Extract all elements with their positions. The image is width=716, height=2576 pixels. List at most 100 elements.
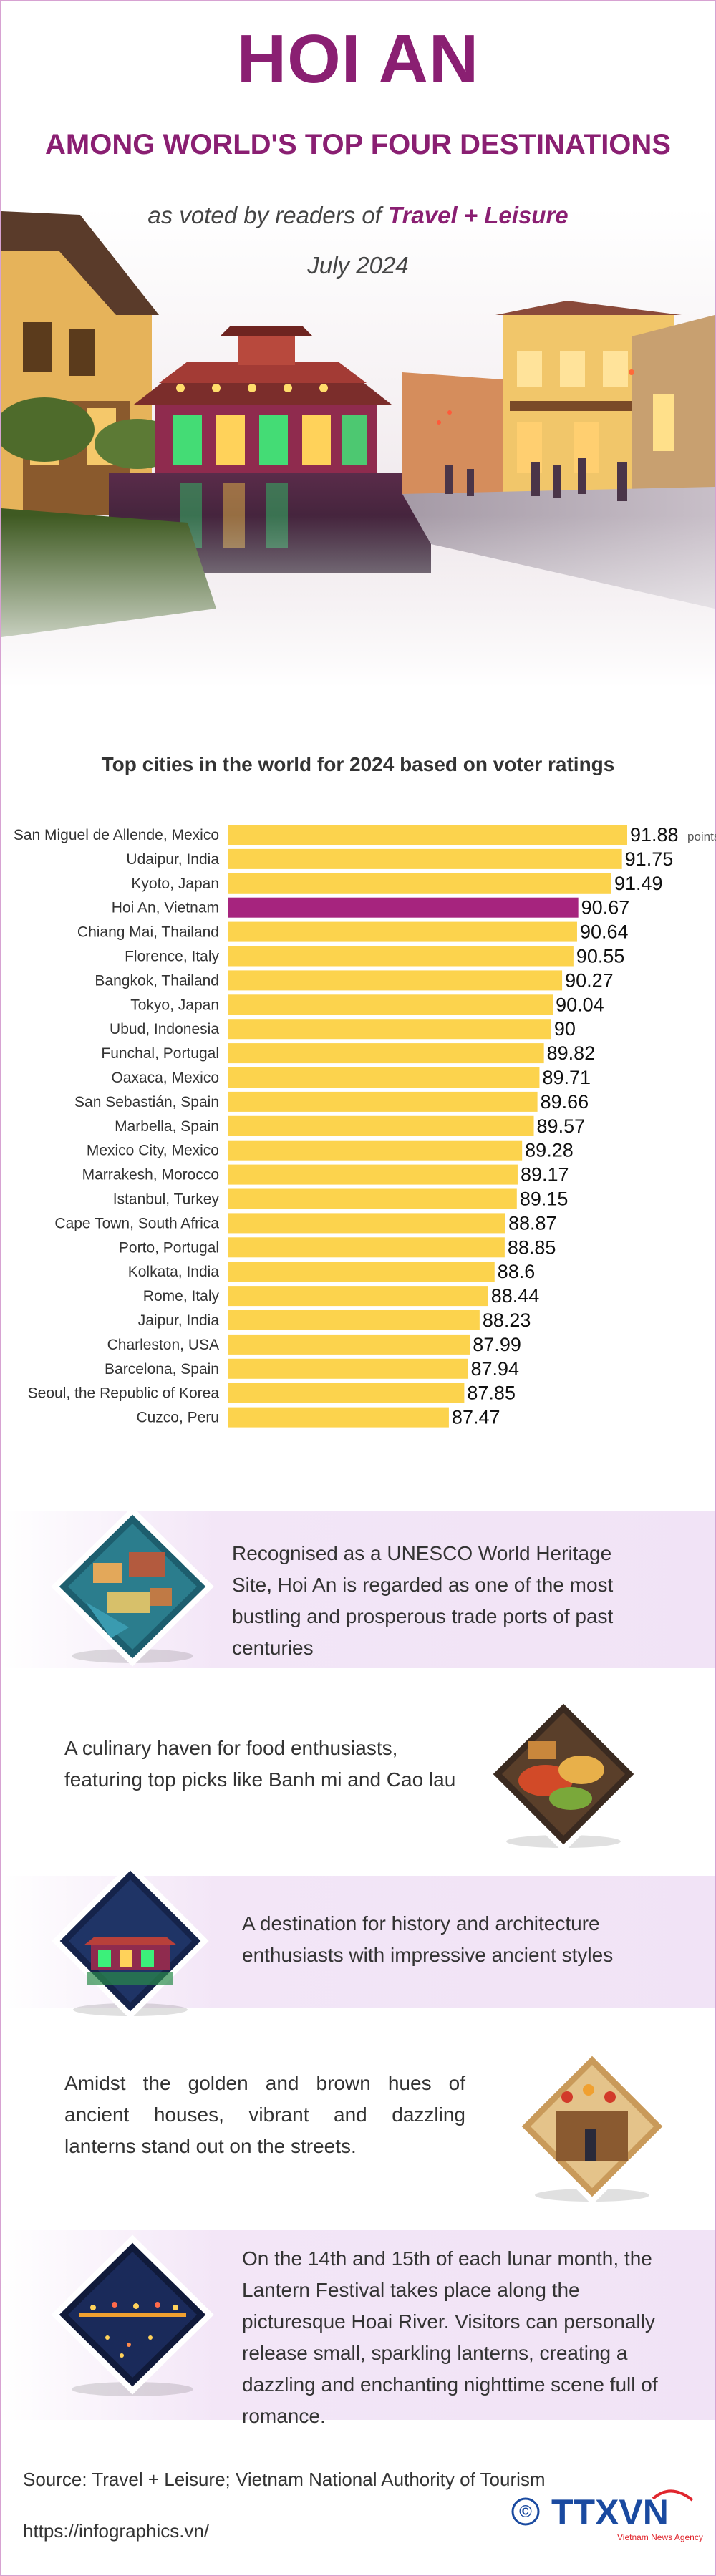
bar-category-label: Porto, Portugal — [119, 1239, 219, 1256]
bar-value-label: 89.28 — [525, 1140, 574, 1161]
bar-category-label: Ubud, Indonesia — [110, 1021, 219, 1037]
feature-lanterns-text: Amidst the golden and brown hues of anci… — [64, 2072, 465, 2157]
website-url[interactable]: https://infographics.vn/ — [23, 2520, 210, 2542]
feature-lanterns: Amidst the golden and brown hues of anci… — [1, 2048, 715, 2205]
bar — [228, 1213, 506, 1234]
bar-value-label: 89.15 — [520, 1188, 569, 1210]
bar — [228, 1383, 465, 1403]
bar-value-label: 89.57 — [537, 1115, 586, 1137]
bar-value-label: 90 — [554, 1018, 576, 1040]
bar-category-label: Funchal, Portugal — [101, 1045, 219, 1062]
bar — [228, 1115, 534, 1136]
bar-value-label: 90.64 — [580, 921, 629, 943]
source-note: Source: Travel + Leisure; Vietnam Nation… — [23, 2469, 546, 2490]
svg-text:Vietnam News Agency: Vietnam News Agency — [617, 2532, 703, 2542]
page-title: HOI AN — [236, 21, 480, 97]
bar — [228, 1237, 505, 1258]
bar — [228, 921, 577, 942]
feature-festival-text: On the 14th and 15th of each lunar month… — [242, 2247, 658, 2427]
bar — [228, 825, 627, 845]
voted-prefix: as voted by readers of — [147, 202, 382, 228]
bar-value-label: 87.47 — [452, 1407, 500, 1428]
bar-value-label: 87.99 — [473, 1334, 521, 1355]
bar-value-label: 89.66 — [541, 1091, 589, 1113]
bar-value-label: 91.88 — [630, 824, 679, 846]
hero-photo — [1, 208, 715, 687]
bar-category-label: Charleston, USA — [107, 1337, 219, 1353]
page-subtitle: AMONG WORLD'S TOP FOUR DESTINATIONS — [45, 129, 671, 160]
feature-architecture: A destination for history and architectu… — [1, 1862, 715, 2020]
bar-value-label: 89.71 — [542, 1067, 591, 1088]
ancient-town-aerial-icon — [51, 1506, 214, 1667]
bar-value-label: 90.04 — [556, 994, 604, 1015]
unit-label: points — [687, 830, 716, 843]
bar-value-label: 89.82 — [547, 1042, 596, 1064]
bar-category-label: Oaxaca, Mexico — [111, 1070, 219, 1086]
feature-festival: On the 14th and 15th of each lunar month… — [1, 2230, 715, 2427]
bar-category-label: Marrakesh, Morocco — [82, 1167, 219, 1183]
feature-heritage: Recognised as a UNESCO World Heritage Si… — [1, 1506, 715, 1668]
bar-category-label: Bangkok, Thailand — [95, 972, 219, 989]
bar — [228, 1164, 518, 1185]
bar-category-label: Tokyo, Japan — [130, 997, 219, 1013]
bar-category-label: Barcelona, Spain — [105, 1361, 219, 1377]
bar — [228, 873, 611, 894]
lantern-street-icon — [513, 2048, 671, 2205]
bar-category-label: San Miguel de Allende, Mexico — [14, 827, 219, 843]
bar-value-label: 87.94 — [470, 1358, 519, 1380]
bar-category-label: Cuzco, Peru — [136, 1410, 219, 1426]
bar-category-label: Istanbul, Turkey — [113, 1191, 220, 1208]
bar — [228, 970, 563, 991]
svg-text:©: © — [519, 2502, 532, 2522]
bar-value-label: 88.44 — [491, 1285, 540, 1307]
bar-category-label: Udaipur, India — [126, 851, 219, 868]
bar — [228, 1140, 523, 1161]
bar — [228, 946, 574, 967]
bar-category-label: Jaipur, India — [138, 1312, 220, 1329]
bar — [228, 1019, 551, 1040]
bar — [228, 994, 553, 1015]
bar-category-label: Chiang Mai, Thailand — [77, 924, 219, 941]
bar-category-label: San Sebastián, Spain — [74, 1094, 219, 1110]
bar-category-label: Mexico City, Mexico — [87, 1143, 219, 1159]
survey-date: July 2024 — [307, 252, 409, 279]
bar — [228, 1262, 495, 1282]
svg-text:TTXVN: TTXVN — [551, 2492, 669, 2532]
bar-category-label: Kolkata, India — [128, 1264, 220, 1280]
bar-value-label: 90.55 — [576, 946, 625, 967]
bridge-icon — [52, 1862, 209, 2020]
bar-category-label: Hoi An, Vietnam — [112, 900, 219, 916]
bar-category-label: Rome, Italy — [143, 1288, 220, 1304]
voted-source: Travel + Leisure — [388, 202, 569, 228]
bar — [228, 1334, 470, 1355]
bar-category-label: Kyoto, Japan — [131, 876, 219, 892]
ttxvn-logo: © TTXVN Vietnam News Agency — [511, 2489, 703, 2542]
bar-value-label: 90.27 — [565, 969, 614, 991]
bar-value-label: 88.87 — [508, 1212, 557, 1234]
bar — [228, 897, 579, 918]
bar-value-label: 90.67 — [581, 897, 630, 919]
bar — [228, 848, 622, 869]
bar-value-label: 91.49 — [614, 873, 663, 894]
voted-line: as voted by readers of Travel + Leisure — [0, 202, 716, 229]
bar-category-label: Marbella, Spain — [115, 1118, 219, 1135]
food-icon — [485, 1695, 642, 1853]
feature-culinary: A culinary haven for food enthusiasts, f… — [1, 1695, 715, 1853]
bar-category-label: Cape Town, South Africa — [54, 1215, 219, 1231]
bar — [228, 1407, 449, 1428]
feature-culinary-text: A culinary haven for food enthusiasts, f… — [64, 1737, 456, 1791]
bar — [228, 1358, 468, 1379]
bar-value-label: 91.75 — [625, 848, 674, 870]
chart-title: Top cities in the world for 2024 based o… — [101, 753, 615, 775]
bar-category-label: Seoul, the Republic of Korea — [28, 1385, 220, 1402]
feature-architecture-text: A destination for history and architectu… — [242, 1912, 614, 1966]
bar-value-label: 88.23 — [483, 1309, 531, 1331]
bar-value-label: 87.85 — [467, 1383, 516, 1404]
bar — [228, 1286, 488, 1307]
bar — [228, 1091, 538, 1112]
bar-category-label: Florence, Italy — [125, 949, 219, 965]
bar — [228, 1310, 480, 1330]
bar — [228, 1043, 544, 1064]
bar-value-label: 88.6 — [498, 1261, 536, 1282]
